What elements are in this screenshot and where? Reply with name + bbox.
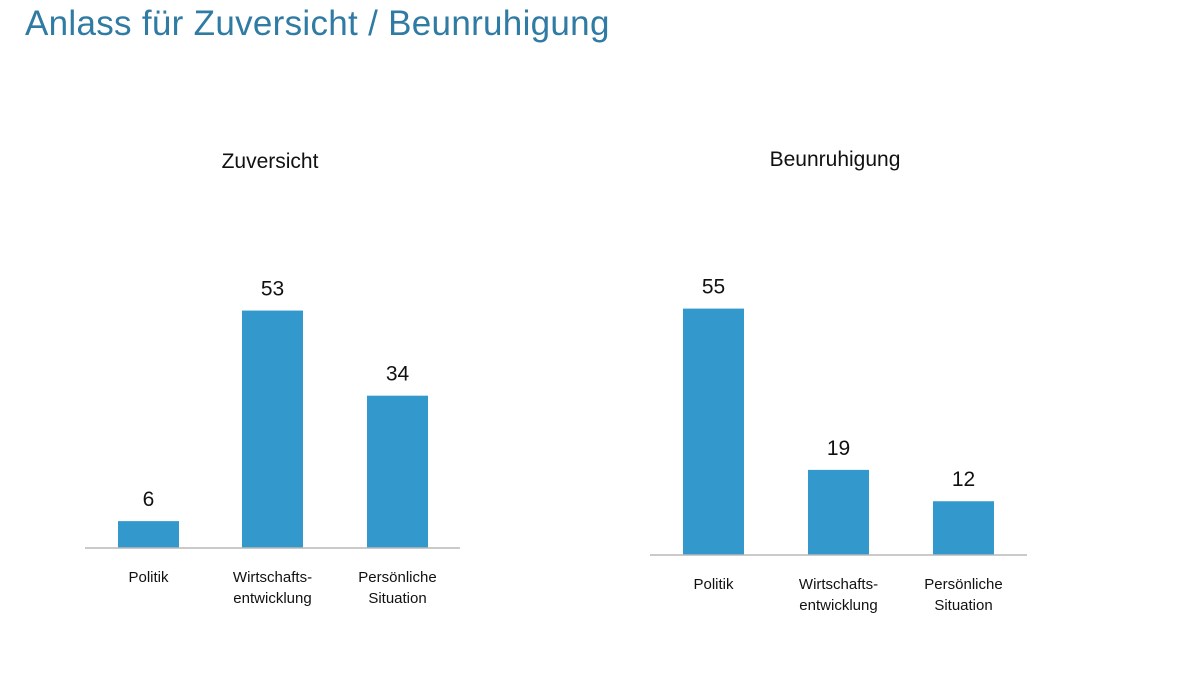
zuversicht-category-label: Wirtschafts-: [233, 569, 312, 586]
beunruhigung-category-label: entwicklung: [799, 597, 877, 614]
beunruhigung-value-label: 19: [827, 437, 850, 460]
beunruhigung-bar: [683, 308, 744, 555]
zuversicht-bar: [367, 395, 428, 548]
zuversicht-bar: [242, 310, 303, 548]
beunruhigung-bar: [933, 501, 994, 555]
zuversicht-chart-title: Zuversicht: [222, 150, 319, 173]
beunruhigung-value-label: 55: [702, 276, 725, 299]
zuversicht-value-label: 53: [261, 278, 284, 301]
page-title: Anlass für Zuversicht / Beunruhigung: [25, 4, 610, 43]
zuversicht-bar: [118, 521, 179, 548]
zuversicht-category-label: Politik: [128, 569, 169, 586]
beunruhigung-chart-title: Beunruhigung: [770, 148, 901, 171]
beunruhigung-category-label: Politik: [693, 576, 734, 593]
zuversicht-value-label: 34: [386, 363, 410, 386]
beunruhigung-category-label: Situation: [934, 597, 992, 614]
beunruhigung-category-label: Wirtschafts-: [799, 576, 878, 593]
zuversicht-category-label: entwicklung: [233, 590, 311, 607]
zuversicht-category-label: Persönliche: [358, 569, 436, 586]
beunruhigung-category-label: Persönliche: [924, 576, 1002, 593]
beunruhigung-value-label: 12: [952, 468, 975, 491]
beunruhigung-bar: [808, 469, 869, 555]
zuversicht-value-label: 6: [143, 488, 155, 511]
zuversicht-category-label: Situation: [368, 590, 426, 607]
